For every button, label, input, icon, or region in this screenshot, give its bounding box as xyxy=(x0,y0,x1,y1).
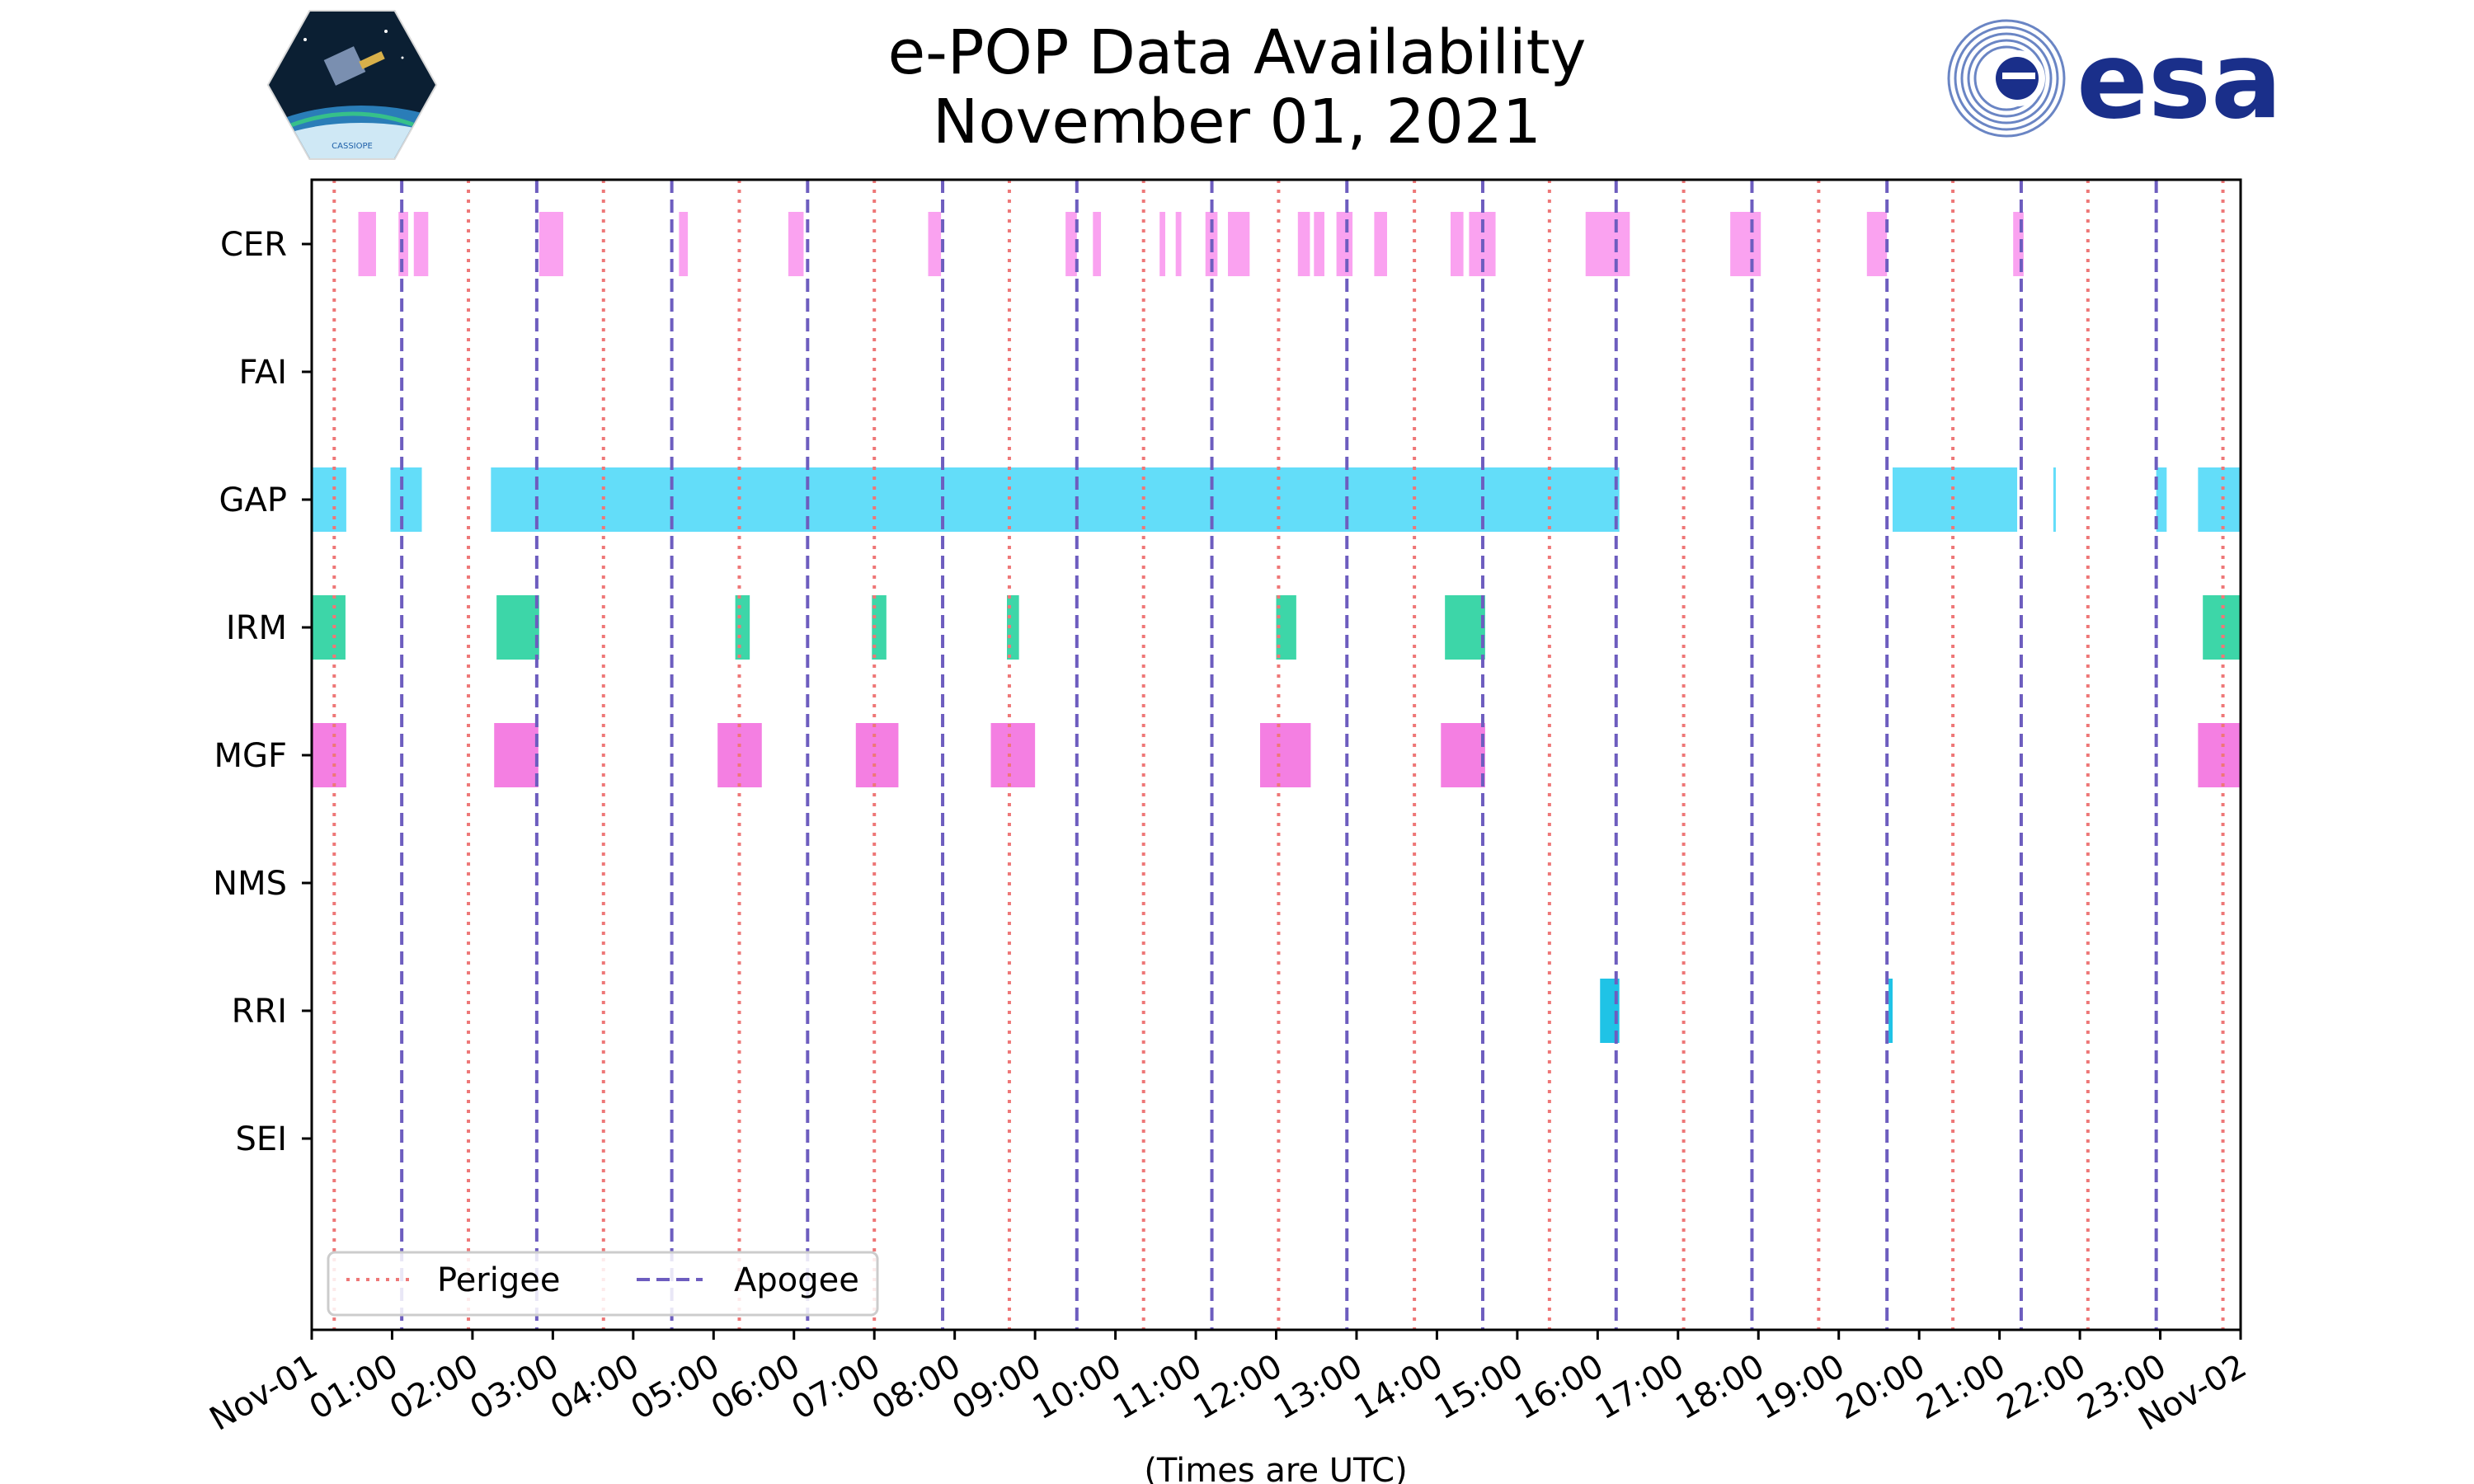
bar-cer-6 xyxy=(928,212,942,276)
y-tick-label-nms: NMS xyxy=(213,865,287,903)
x-axis: Nov-0101:0002:0003:0004:0005:0006:0007:0… xyxy=(204,1330,2253,1439)
y-tick-label-cer: CER xyxy=(220,226,287,264)
x-tick-label-5: 05:00 xyxy=(624,1347,726,1427)
bar-mgf-4 xyxy=(990,723,1036,787)
bar-mgf-7 xyxy=(2198,723,2241,787)
x-tick-label-22: 22:00 xyxy=(1991,1347,2092,1427)
x-tick-label-9: 09:00 xyxy=(946,1347,1047,1427)
bar-cer-19 xyxy=(1585,212,1630,276)
chart-title-line1: e-POP Data Availability xyxy=(887,17,1587,88)
bar-irm-0 xyxy=(312,595,346,660)
bar-rri-1 xyxy=(1888,979,1893,1043)
x-tick-label-15: 15:00 xyxy=(1428,1347,1530,1427)
bar-mgf-6 xyxy=(1441,723,1485,787)
bar-gap-0 xyxy=(312,467,346,532)
bar-cer-7 xyxy=(1065,212,1077,276)
x-tick-label-3: 03:00 xyxy=(464,1347,566,1427)
bar-gap-5 xyxy=(2156,467,2167,532)
bar-cer-15 xyxy=(1336,212,1353,276)
x-tick-label-19: 19:00 xyxy=(1750,1347,1851,1427)
bar-irm-2 xyxy=(735,595,750,660)
bar-mgf-3 xyxy=(855,723,899,787)
bar-cer-0 xyxy=(358,212,376,276)
cassiope-badge-text: CASSIOPE xyxy=(332,142,373,151)
x-tick-label-11: 11:00 xyxy=(1107,1347,1208,1427)
cassiope-mission-badge-icon: CASSIOPE xyxy=(266,10,438,160)
bar-irm-4 xyxy=(1007,595,1019,660)
x-tick-label-16: 16:00 xyxy=(1508,1347,1610,1427)
x-tick-label-4: 04:00 xyxy=(544,1347,646,1427)
x-tick-label-2: 02:00 xyxy=(383,1347,485,1427)
legend-box xyxy=(327,1251,879,1317)
bar-mgf-5 xyxy=(1260,723,1311,787)
x-axis-label: (Times are UTC) xyxy=(1144,1452,1407,1484)
bar-cer-3 xyxy=(539,212,564,276)
bar-cer-5 xyxy=(788,212,804,276)
x-tick-label-20: 20:00 xyxy=(1830,1347,1931,1427)
x-tick-label-7: 07:00 xyxy=(785,1347,887,1427)
bar-cer-2 xyxy=(413,212,429,276)
bar-cer-12 xyxy=(1228,212,1250,276)
chart-title-line2: November 01, 2021 xyxy=(932,87,1541,157)
bar-gap-1 xyxy=(390,467,422,532)
x-tick-label-8: 08:00 xyxy=(866,1347,967,1427)
bar-cer-10 xyxy=(1175,212,1182,276)
bar-cer-21 xyxy=(1866,212,1888,276)
orbit-reference-lines xyxy=(332,180,2225,1330)
bar-cer-14 xyxy=(1314,212,1324,276)
x-tick-label-13: 13:00 xyxy=(1268,1347,1369,1427)
bar-gap-2 xyxy=(491,467,1620,532)
x-tick-label-17: 17:00 xyxy=(1589,1347,1691,1427)
bar-irm-1 xyxy=(496,595,539,660)
x-tick-label-6: 06:00 xyxy=(705,1347,807,1427)
x-tick-label-14: 14:00 xyxy=(1348,1347,1450,1427)
bar-gap-6 xyxy=(2198,467,2241,532)
bar-gap-4 xyxy=(2053,467,2056,532)
bar-cer-8 xyxy=(1093,212,1102,276)
y-tick-label-irm: IRM xyxy=(226,609,287,647)
x-tick-label-21: 21:00 xyxy=(1911,1347,2012,1427)
bar-cer-20 xyxy=(1730,212,1761,276)
bar-cer-17 xyxy=(1450,212,1464,276)
bar-mgf-0 xyxy=(312,723,346,787)
x-tick-label-18: 18:00 xyxy=(1669,1347,1771,1427)
y-tick-label-rri: RRI xyxy=(232,993,287,1031)
bar-gap-3 xyxy=(1893,467,2018,532)
y-tick-label-mgf: MGF xyxy=(214,737,287,775)
legend: Perigee Apogee xyxy=(327,1251,879,1317)
y-tick-label-sei: SEI xyxy=(236,1120,287,1158)
y-tick-label-gap: GAP xyxy=(219,481,287,519)
bar-cer-13 xyxy=(1297,212,1310,276)
chart-title: e-POP Data Availability November 01, 202… xyxy=(0,18,2474,157)
bar-cer-4 xyxy=(679,212,689,276)
legend-perigee-label: Perigee xyxy=(437,1261,560,1299)
bar-cer-9 xyxy=(1159,212,1166,276)
y-tick-label-fai: FAI xyxy=(239,354,288,392)
x-tick-label-10: 10:00 xyxy=(1027,1347,1128,1427)
y-axis: CER FAI GAP IRM MGF NMS RRI SEI xyxy=(213,226,312,1158)
x-tick-label-1: 01:00 xyxy=(303,1347,405,1427)
bar-cer-16 xyxy=(1374,212,1387,276)
bar-irm-6 xyxy=(1445,595,1485,660)
bar-irm-3 xyxy=(872,595,887,660)
x-tick-label-12: 12:00 xyxy=(1188,1347,1289,1427)
esa-logo-icon: esa xyxy=(1947,19,2282,140)
esa-logo-text: esa xyxy=(2077,20,2282,140)
legend-apogee-label: Apogee xyxy=(734,1261,859,1299)
bar-mgf-1 xyxy=(494,723,539,787)
